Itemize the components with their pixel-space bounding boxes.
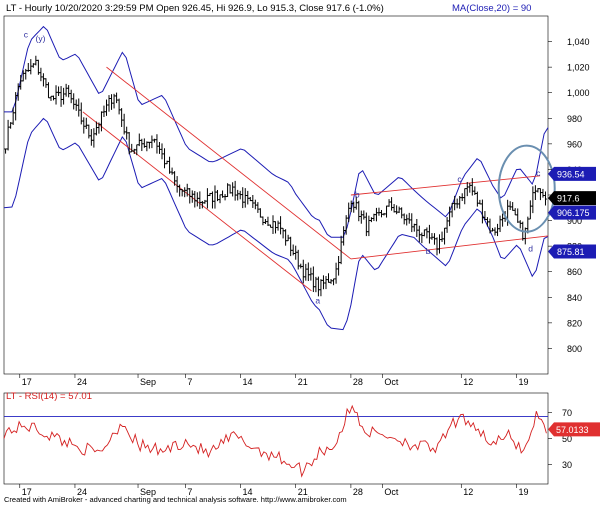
time-axis: 17 24 Sep 7 14 21 28 Oct 12 19 17 24 Sep 7 14 21 28 Oct 12… <box>19 374 528 497</box>
price-tick-label: 900 <box>567 216 582 226</box>
time-tick-label: 21 <box>298 377 308 387</box>
highlight-ellipse <box>497 144 556 233</box>
price-value-label: 906.175 <box>557 208 590 218</box>
price-value-tag <box>548 205 596 220</box>
rsi-line <box>3 404 547 478</box>
price-axis: 8008208408608809009209409609801,0001,020… <box>548 37 596 354</box>
rsi-time-tick-label: 12 <box>463 487 473 497</box>
rsi-time-tick-label: 21 <box>298 487 308 497</box>
bollinger-upper <box>4 25 549 238</box>
wave-label: d <box>528 243 533 253</box>
annotations: c (y) a b c b d c <box>24 30 556 306</box>
rsi-tick-label: 70 <box>562 408 572 418</box>
price-value-label: 917.6 <box>557 194 580 204</box>
wave-label: b <box>426 246 431 256</box>
price-tick-label: 960 <box>567 139 582 149</box>
time-tick-label: 28 <box>353 377 363 387</box>
price-tick-label: 860 <box>567 267 582 277</box>
rsi-time-tick-label: Sep <box>140 487 156 497</box>
channel-line <box>350 235 549 260</box>
rsi-time-tick-label: 19 <box>518 487 528 497</box>
rsi-pane: 30 50 70 57.0133 <box>3 404 600 478</box>
wave-label: b <box>355 190 360 200</box>
price-tick-label: 980 <box>567 114 582 124</box>
rsi-value-label: 57.0133 <box>556 425 589 435</box>
rsi-time-tick-label: 24 <box>77 487 87 497</box>
price-tick-label: 820 <box>567 318 582 328</box>
wave-label: a <box>315 296 320 306</box>
wave-label: (y) <box>36 34 46 44</box>
price-tick-label: 800 <box>567 344 582 354</box>
ma-legend: MA(Close,20) = 90 <box>452 3 531 14</box>
wave-label: c <box>457 174 462 184</box>
rsi-time-tick-label: 14 <box>243 487 253 497</box>
price-value-tag <box>548 244 596 259</box>
chart-title: LT - Hourly 10/20/2020 3:29:59 PM Open 9… <box>6 3 384 14</box>
footer-credit: Created with AmiBroker - advanced charti… <box>4 495 347 504</box>
price-value-label: 875.81 <box>557 247 585 257</box>
time-tick-label: 12 <box>463 377 473 387</box>
time-tick-label: 7 <box>187 377 192 387</box>
price-tick-label: 1,000 <box>567 88 590 98</box>
bollinger-bands <box>3 25 549 331</box>
price-bars <box>4 55 547 297</box>
time-tick-label: Oct <box>384 377 399 387</box>
price-tick-label: 1,020 <box>567 63 590 73</box>
channel-line <box>106 66 352 260</box>
time-tick-label: 19 <box>518 377 528 387</box>
wave-label: c <box>536 168 541 178</box>
time-tick-label: Sep <box>140 377 156 387</box>
bollinger-lower <box>3 117 549 331</box>
rsi-tick-label: 50 <box>562 434 572 444</box>
rsi-value-tag <box>548 422 600 437</box>
channel-line <box>350 175 541 196</box>
rsi-time-tick-label: Oct <box>384 487 399 497</box>
rsi-time-tick-label: 7 <box>187 487 192 497</box>
price-value-label: 936.54 <box>557 169 585 179</box>
price-tick-label: 1,040 <box>567 37 590 47</box>
wave-label: c <box>24 30 29 40</box>
time-tick-label: 17 <box>22 377 32 387</box>
rsi-tick-label: 30 <box>562 460 572 470</box>
time-tick-label: 14 <box>243 377 253 387</box>
price-tick-label: 840 <box>567 293 582 303</box>
price-value-tag <box>548 191 596 206</box>
time-tick-label: 24 <box>77 377 87 387</box>
rsi-title: LT - RSI(14) = 57.01 <box>6 391 92 402</box>
rsi-time-tick-label: 28 <box>353 487 363 497</box>
rsi-time-tick-label: 17 <box>22 487 32 497</box>
price-value-tag <box>548 166 596 181</box>
